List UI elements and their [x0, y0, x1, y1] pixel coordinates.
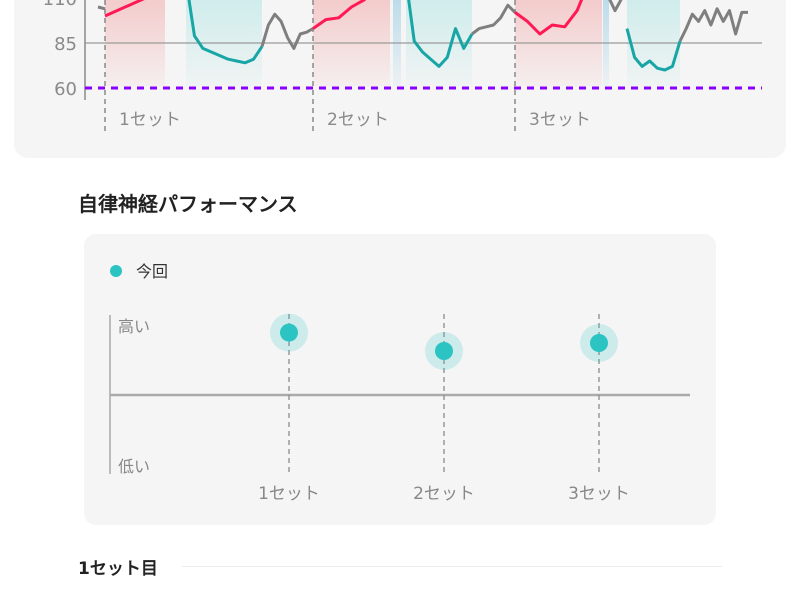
heart-rate-line-work	[104, 0, 145, 18]
y-tick-label: 85	[54, 34, 77, 55]
heart-rate-line-other	[471, 3, 517, 36]
heart-rate-line-other	[260, 12, 314, 50]
heart-rate-line-work	[514, 0, 584, 36]
heart-rate-line-other	[97, 5, 106, 11]
set-label: 2セット	[327, 110, 389, 130]
heart-rate-line-other	[608, 0, 623, 13]
section-title: 自律神経パフォーマンス	[78, 192, 298, 216]
set-label: 1セット	[119, 110, 181, 130]
heart-rate-line-other	[678, 7, 748, 42]
divider	[182, 566, 722, 567]
heart-rate-chart: 1セット 2セット 3セット 110 85 60	[43, 0, 762, 133]
y-tick-label: 110	[43, 0, 77, 10]
heart-rate-line-rest	[625, 28, 682, 72]
set-label: 3セット	[529, 110, 591, 130]
heart-rate-line-rest	[407, 0, 474, 68]
autonomic-performance-card	[84, 234, 716, 525]
heart-rate-line-work	[312, 0, 366, 30]
heart-rate-line-rest	[187, 0, 264, 65]
y-tick-label: 60	[54, 79, 77, 100]
set1-title: 1セット目	[78, 559, 158, 579]
